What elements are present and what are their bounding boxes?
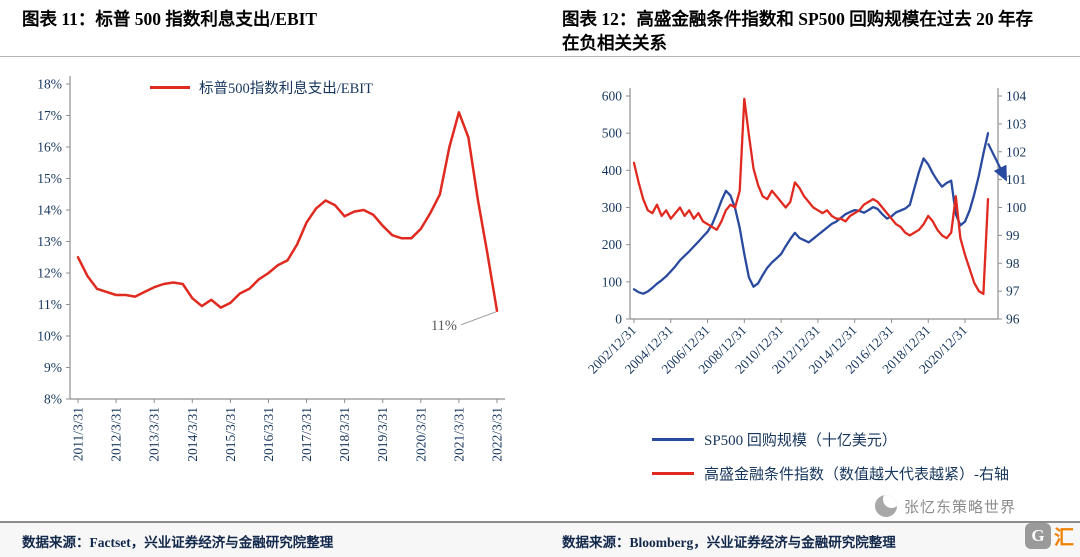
svg-text:600: 600 [602,89,623,104]
chart11-canvas: 8% 9% 10% 11% 12% 13% 14% 15% 16% 17% 18% 2011/3/31… [37,76,505,462]
panel-chart-11: 图表 11：标普 500 指数利息支出/EBIT 8% 9% 10% 11% 12% 13… [0,0,540,557]
source-text-left: 数据来源：Factset，兴业证券经济与金融研究院整理 [22,535,334,550]
svg-text:18%: 18% [37,77,62,92]
svg-text:102: 102 [1006,144,1026,159]
svg-text:400: 400 [602,163,623,178]
chart12-canvas: 0 100 200 300 400 500 600 96 97 98 99 100 101 102 103 1… [585,88,1027,377]
legend-item-fci: 高盛金融条件指数（数值越大代表越紧）-右轴 [652,463,1080,484]
chart12-title: 图表 12：高盛金融条件指数和 SP500 回购规模在过去 20 年存在负相关关… [540,0,1080,57]
svg-text:2017/3/31: 2017/3/31 [299,407,314,462]
svg-text:98: 98 [1006,256,1020,271]
chart12-legend-swatch-1 [652,472,694,475]
svg-text:2015/3/31: 2015/3/31 [223,407,238,462]
svg-text:12%: 12% [37,266,62,281]
chart11-legend-label: 标普500指数利息支出/EBIT [199,81,373,97]
svg-text:97: 97 [1006,284,1020,299]
svg-text:11%: 11% [38,297,62,312]
svg-text:2019/3/31: 2019/3/31 [375,407,390,462]
svg-text:11%: 11% [431,318,457,334]
legend-item-buybacks: SP500 回购规模（十亿美元） [652,429,1080,450]
svg-text:2012/3/31: 2012/3/31 [109,407,124,462]
svg-text:16%: 16% [37,140,62,155]
svg-text:15%: 15% [37,171,62,186]
svg-text:13%: 13% [37,234,62,249]
svg-text:9%: 9% [44,360,62,375]
svg-text:100: 100 [602,274,623,289]
gelonghui-logo: G 汇 [1025,521,1074,550]
svg-text:104: 104 [1006,89,1027,104]
svg-text:2021/3/31: 2021/3/31 [451,407,466,462]
svg-text:10%: 10% [37,329,62,344]
chart11-legend-swatch [150,86,190,89]
legend-label-fci: 高盛金融条件指数（数值越大代表越紧）-右轴 [704,467,1009,483]
svg-text:100: 100 [1006,200,1027,215]
chart12-legend: SP500 回购规模（十亿美元） 高盛金融条件指数（数值越大代表越紧）-右轴 [652,429,1080,484]
source-bar-left: 数据来源：Factset，兴业证券经济与金融研究院整理 [0,521,540,557]
chart11-title-text: 图表 11：标普 500 指数利息支出/EBIT [22,9,318,29]
svg-text:17%: 17% [37,108,62,123]
svg-text:14%: 14% [37,203,62,218]
gelonghui-hui-icon: 汇 [1054,527,1074,549]
watermark: 张忆东策略世界 [874,495,1016,517]
chart11-title: 图表 11：标普 500 指数利息支出/EBIT [0,0,540,57]
svg-text:101: 101 [1006,172,1026,187]
svg-text:103: 103 [1006,116,1027,131]
svg-text:300: 300 [602,200,623,215]
gelonghui-g-icon: G [1025,522,1051,549]
watermark-text: 张忆东策略世界 [903,499,1016,516]
svg-text:96: 96 [1006,312,1020,327]
chart12-legend-swatch-0 [652,438,694,441]
svg-text:2013/3/31: 2013/3/31 [147,407,162,462]
svg-text:200: 200 [602,237,623,252]
svg-text:2020/3/31: 2020/3/31 [413,407,428,462]
svg-text:0: 0 [615,312,622,327]
svg-text:8%: 8% [44,392,62,407]
chart11-legend: 标普500指数利息支出/EBIT [150,77,373,98]
legend-label-buybacks: SP500 回购规模（十亿美元） [704,433,897,449]
source-text-right: 数据来源：Bloomberg，兴业证券经济与金融研究院整理 [562,535,896,550]
source-bar-right: 数据来源：Bloomberg，兴业证券经济与金融研究院整理 [540,521,1080,557]
chart12-title-text: 图表 12：高盛金融条件指数和 SP500 回购规模在过去 20 年存在负相关关… [562,9,1034,53]
panel-chart-12: 图表 12：高盛金融条件指数和 SP500 回购规模在过去 20 年存在负相关关… [540,0,1080,557]
moon-avatar-icon [874,495,897,517]
svg-text:2014/3/31: 2014/3/31 [185,407,200,462]
svg-text:500: 500 [602,126,623,141]
svg-text:2016/3/31: 2016/3/31 [261,407,276,462]
svg-text:2011/3/31: 2011/3/31 [71,407,86,461]
svg-text:2018/3/31: 2018/3/31 [337,407,352,462]
svg-text:2022/3/31: 2022/3/31 [490,407,505,462]
svg-text:99: 99 [1006,228,1020,243]
